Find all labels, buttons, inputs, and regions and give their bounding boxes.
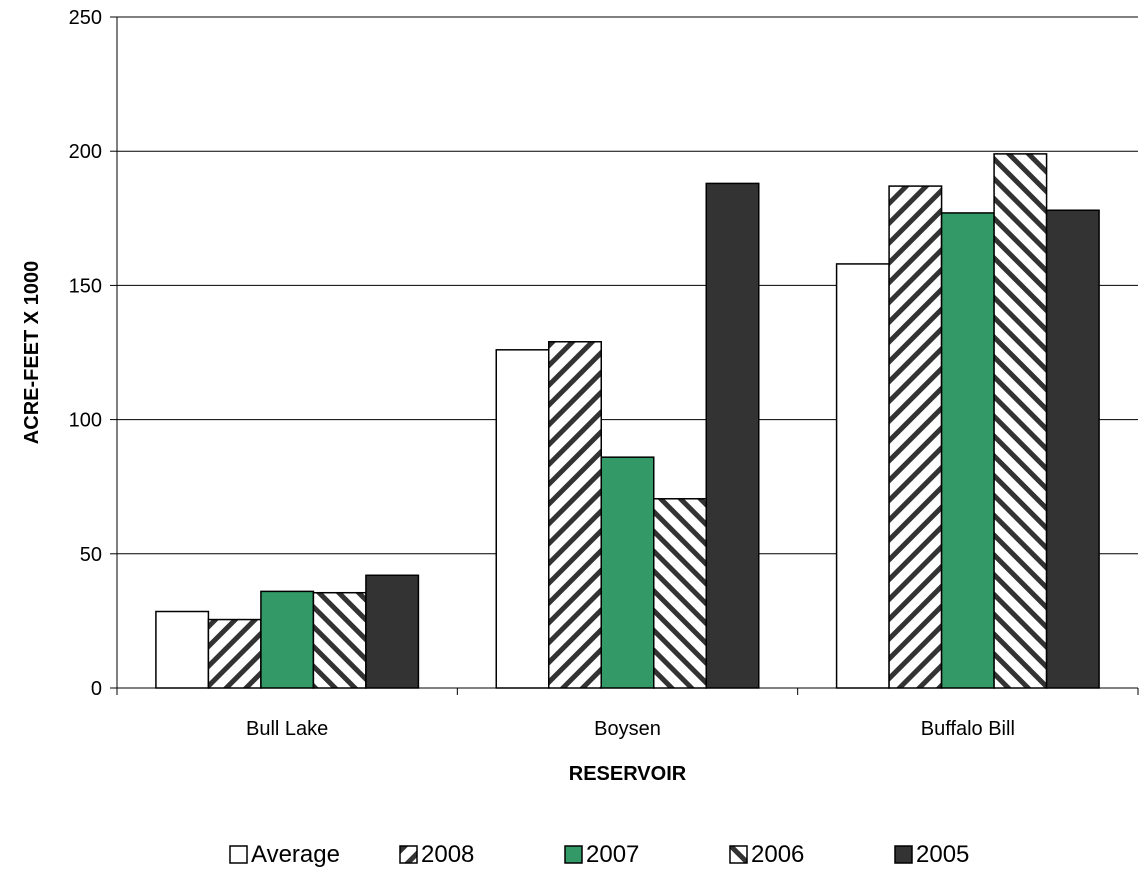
bars — [155, 153, 1100, 689]
x-category-label: Buffalo Bill — [921, 718, 1015, 740]
bar-average-bull-lake — [155, 610, 210, 689]
legend-swatch-2005 — [894, 845, 913, 864]
x-category-label: Boysen — [594, 718, 661, 740]
bar-2006-buffalo-bill — [993, 153, 1048, 689]
bar-average-boysen — [495, 349, 550, 689]
y-tick-label: 50 — [80, 544, 102, 566]
y-axis-title: ACRE-FEET X 1000 — [21, 261, 43, 444]
y-tick-label: 200 — [69, 141, 102, 163]
bar-2005-bull-lake — [365, 574, 420, 689]
y-tick-label: 100 — [69, 410, 102, 432]
bar-2008-boysen — [548, 341, 602, 689]
bar-2006-bull-lake — [312, 591, 367, 689]
legend-swatch-2006 — [729, 845, 748, 864]
legend-label-average: Average — [251, 841, 340, 868]
x-axis-title: RESERVOIR — [569, 763, 687, 785]
legend-label-2005: 2005 — [916, 841, 969, 868]
bar-2006-boysen — [653, 498, 707, 689]
bar-2008-buffalo-bill — [888, 185, 943, 689]
bar-2005-boysen — [705, 182, 760, 689]
legend-swatch-2008 — [399, 845, 418, 864]
legend-label-2006: 2006 — [751, 841, 804, 868]
labels: 0 50 100 150 200 250 Bull Lake Boysen Buffalo Bi… — [21, 7, 1015, 785]
bar-2007-buffalo-bill — [940, 212, 995, 689]
legend: Average 2008 2007 2006 2005 — [229, 841, 969, 868]
bar-2007-boysen — [600, 456, 655, 689]
bar-2005-buffalo-bill — [1045, 209, 1100, 689]
x-category-label: Bull Lake — [246, 718, 328, 740]
y-tick-label: 150 — [69, 275, 102, 297]
axes — [110, 16, 1139, 695]
legend-label-2008: 2008 — [421, 841, 474, 868]
bar-2008-bull-lake — [207, 618, 262, 689]
legend-swatch-average — [229, 845, 248, 864]
bar-2007-bull-lake — [260, 590, 315, 689]
legend-label-2007: 2007 — [586, 841, 639, 868]
y-tick-label: 0 — [91, 678, 102, 700]
y-tick-label: 250 — [69, 7, 102, 29]
legend-swatch-2007 — [564, 845, 583, 864]
bar-average-buffalo-bill — [835, 263, 890, 689]
